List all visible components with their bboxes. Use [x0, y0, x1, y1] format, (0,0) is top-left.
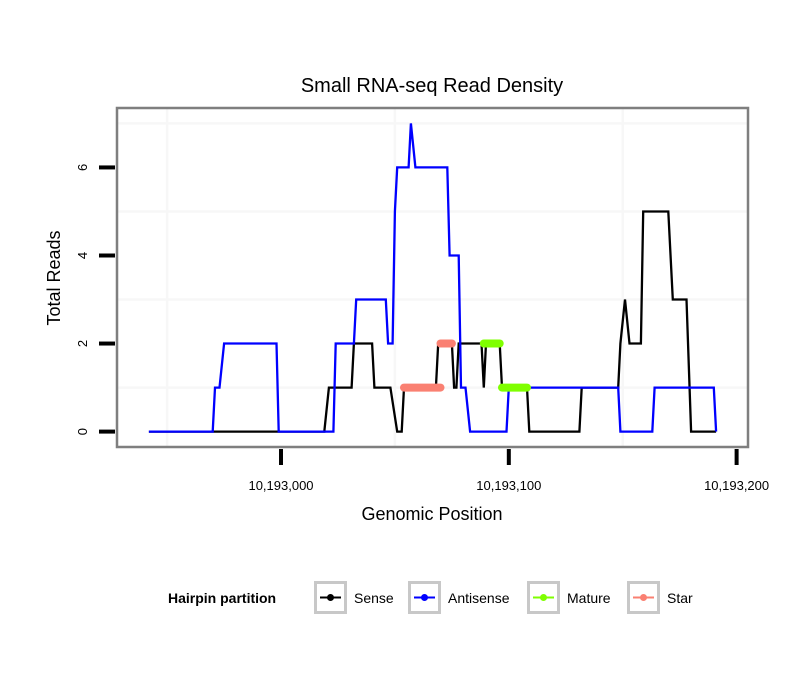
- x-tick-label: 10,193,000: [248, 478, 313, 493]
- legend-key-point: [540, 594, 547, 601]
- y-axis-title: Total Reads: [44, 230, 64, 325]
- legend-label: Mature: [567, 590, 611, 606]
- x-axis: 10,193,000 10,193,100 10,193,200: [248, 449, 769, 493]
- y-tick-label: 6: [75, 164, 90, 171]
- series-antisense: [148, 123, 718, 433]
- chart-title: Small RNA-seq Read Density: [301, 75, 563, 97]
- legend-item-antisense: Antisense: [408, 581, 510, 614]
- y-tick-label: 2: [75, 340, 90, 347]
- x-axis-title: Genomic Position: [361, 504, 502, 524]
- legend-item-star: Star: [627, 581, 693, 614]
- legend-label: Sense: [354, 590, 394, 606]
- legend-key-point: [640, 594, 647, 601]
- legend-label: Star: [667, 590, 693, 606]
- x-tick-label: 10,193,200: [704, 478, 769, 493]
- y-tick-label: 0: [75, 428, 90, 435]
- series-layer: [148, 123, 718, 433]
- y-axis: 0 2 4 6: [75, 164, 115, 435]
- series-mature: [479, 339, 531, 392]
- legend: Hairpin partition Sense Antisense Mature St…: [168, 581, 693, 614]
- legend-title: Hairpin partition: [168, 590, 276, 606]
- y-tick-label: 4: [75, 252, 90, 259]
- series-line-antisense: [148, 123, 718, 433]
- x-tick-label: 10,193,100: [476, 478, 541, 493]
- series-sense: [148, 210, 717, 433]
- panel-border: [115, 106, 750, 449]
- legend-key-point: [327, 594, 334, 601]
- series-line-sense: [148, 210, 717, 433]
- legend-key-point: [421, 594, 428, 601]
- plot-panel: [115, 106, 750, 449]
- grid-minor: [117, 108, 748, 447]
- legend-item-mature: Mature: [527, 581, 611, 614]
- legend-item-sense: Sense: [314, 581, 394, 614]
- legend-label: Antisense: [448, 590, 510, 606]
- legend-entries: Sense Antisense Mature Star: [314, 581, 693, 614]
- series-star: [400, 339, 456, 392]
